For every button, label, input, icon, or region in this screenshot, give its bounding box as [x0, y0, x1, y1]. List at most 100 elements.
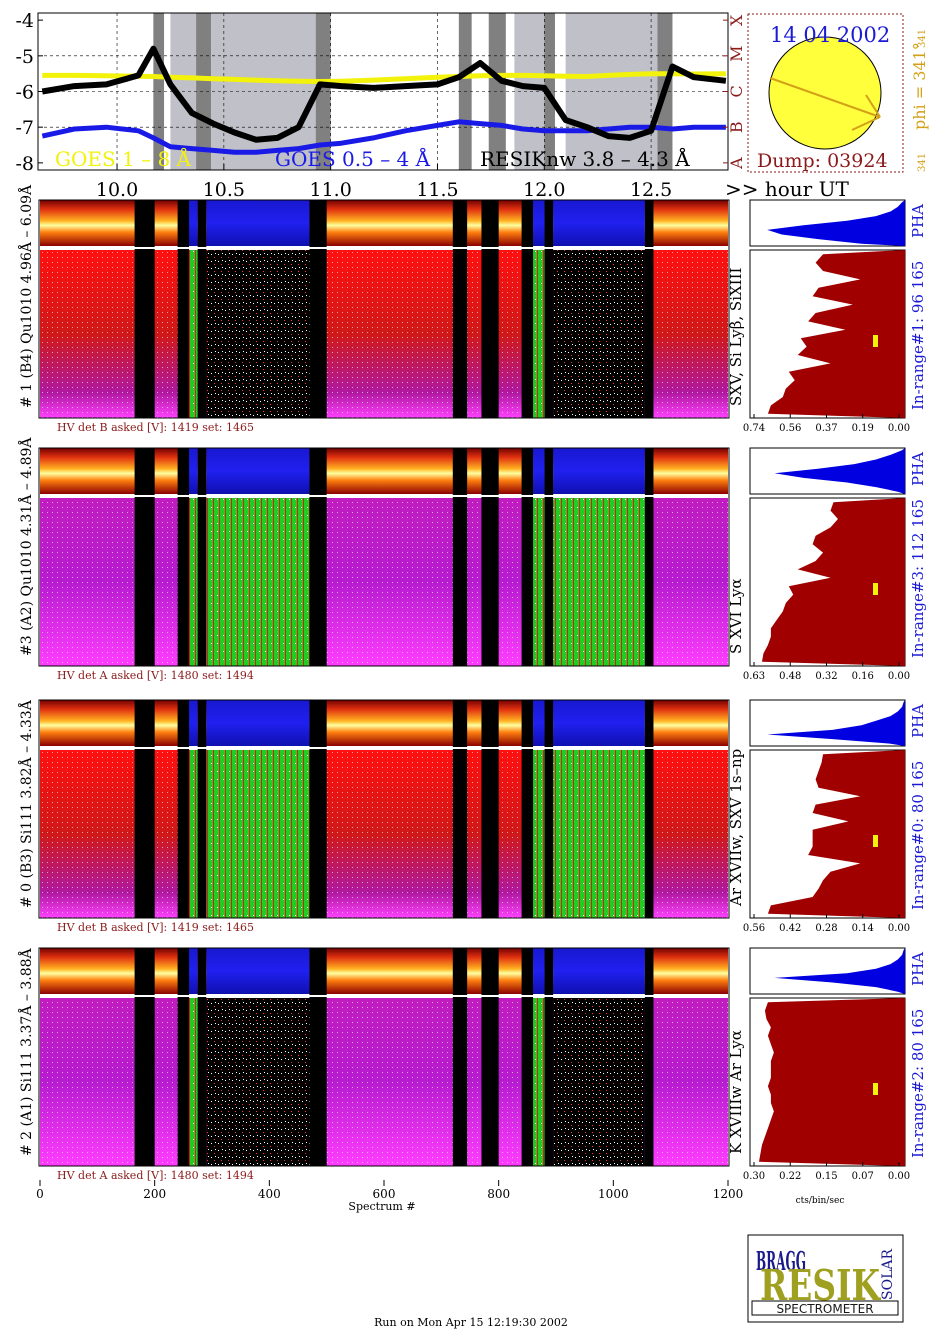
data-gap-band: [488, 13, 506, 170]
data-gap-band: [196, 13, 212, 170]
hist-tick-label: 0.56: [779, 423, 801, 434]
channel-frame: [38, 947, 730, 1167]
data-gap: [481, 948, 499, 1166]
dump: Dump: 03924: [757, 150, 888, 172]
logo-spectrometer: SPECTROMETER: [776, 1302, 873, 1316]
hist-tick-label: 0.19: [852, 423, 874, 434]
logo-bragg: BRAGG: [756, 1247, 806, 1277]
line-id-label: SXV, Si Lyβ, SiXIII: [727, 267, 745, 406]
data-gap: [452, 700, 468, 918]
pha-label: PHA: [909, 952, 927, 986]
data-gap-band: [315, 13, 331, 170]
hist-tick-label: 0.00: [888, 923, 910, 934]
pha-strip-blue: [206, 948, 310, 994]
goes-ytick-label: -7: [15, 117, 34, 139]
data-gap: [452, 200, 468, 418]
date: 14 04 2002: [770, 23, 890, 47]
channel-ylabel: # 1 (B4) Qu1010 4.96Å – 6.09Å: [17, 184, 35, 408]
channel-ch1: HV det B asked [V]: 1419 set: 1465 # 1 (B…: [17, 184, 927, 434]
inrange-label: In-range#2: 80 165: [909, 1009, 927, 1158]
hist-tick-label: 0.00: [888, 1171, 910, 1182]
hist-tick-label: 0.00: [888, 423, 910, 434]
spectrum-tick-label: 1200: [713, 1187, 744, 1201]
data-gap: [644, 448, 654, 666]
phi-small-bottom: 341: [917, 153, 928, 172]
spectrum-segment: [206, 750, 310, 918]
goes-ytick-label: -8: [15, 153, 34, 175]
count-histogram: [767, 250, 905, 418]
class-label: A: [727, 157, 746, 170]
spectrum-axis-label: Spectrum #: [348, 1200, 415, 1213]
goes-xtick-label: 10.0: [96, 179, 138, 201]
class-label: X: [727, 14, 746, 26]
data-gap: [177, 948, 190, 1166]
goes-xtick-label: 11.5: [416, 179, 458, 201]
inrange-label: In-range#0: 80 165: [909, 761, 927, 910]
spectrum-segment: [206, 498, 310, 666]
resik-logo: BRAGG RESIK SOLAR SPECTROMETER: [747, 1234, 904, 1323]
data-gap: [177, 200, 190, 418]
inrange-label: In-range#1: 96 165: [909, 261, 927, 410]
sun-disk: [768, 36, 882, 150]
pha-strip-blue: [206, 200, 310, 246]
spectrum-segment: [533, 998, 545, 1166]
hv-label: HV det A asked [V]: 1480 set: 1494: [57, 669, 254, 682]
data-gap: [452, 448, 468, 666]
count-histogram: [758, 998, 905, 1166]
goes-short-series: [41, 119, 726, 155]
data-gap: [309, 448, 327, 666]
data-gap: [134, 700, 155, 918]
spectrum-tick-label: 400: [258, 1187, 281, 1201]
channel-frame: [38, 447, 730, 667]
spectrum-segment: [533, 498, 545, 666]
spectrum-segment: [553, 998, 645, 1166]
data-gap: [197, 448, 207, 666]
pha-histogram: [767, 700, 905, 746]
legend-goes-long: GOES 1 – 8 Å: [55, 146, 192, 171]
spectrum-segment: [553, 750, 645, 918]
resik-series: [41, 45, 727, 143]
sun-panel: 14 04 2002 Dump: 03924 phi = 341° 341 34…: [747, 13, 929, 173]
hist-tick-label: 0.48: [779, 671, 801, 682]
data-gap: [544, 700, 554, 918]
data-gap: [452, 948, 468, 1166]
channel-ylabel: #3 (A2) Qu1010 4.31Å – 4.89Å: [17, 437, 35, 656]
phi-label: phi = 341°: [910, 42, 929, 130]
range-marker: [873, 1083, 878, 1095]
hist-unit-label: cts/bin/sec: [796, 1196, 845, 1206]
spectrum-tick-label: 800: [487, 1187, 510, 1201]
data-gap: [309, 200, 327, 418]
hist-tick-label: 0.63: [743, 671, 765, 682]
data-gap: [309, 700, 327, 918]
line-id-label: Ar XVIIw, SXV 1s–np: [727, 749, 745, 907]
pha-label: PHA: [909, 452, 927, 486]
hist-tick-label: 0.28: [815, 923, 837, 934]
goes-xtick-label: 11.0: [310, 179, 352, 201]
count-histogram: [761, 498, 905, 666]
channel-ch3: HV det A asked [V]: 1480 set: 1494 #3 (A2…: [17, 437, 927, 682]
channel-ch2: HV det A asked [V]: 1480 set: 1494 # 2 (A…: [17, 947, 927, 1182]
spectrum-tick-label: 0: [36, 1187, 44, 1201]
data-gap: [134, 948, 155, 1166]
range-marker: [873, 583, 878, 595]
legend-goes-short: GOES 0.5 – 4 Å: [275, 146, 431, 171]
pha-strip-blue: [533, 448, 545, 494]
hist-tick-label: 0.00: [888, 671, 910, 682]
data-gap: [544, 448, 554, 666]
pha-strip-blue: [553, 700, 645, 746]
data-gap: [309, 948, 327, 1166]
pha-strip-blue: [206, 448, 310, 494]
data-gap: [644, 700, 654, 918]
pha-strip-blue: [533, 948, 545, 994]
data-gap: [481, 700, 499, 918]
data-gap: [197, 948, 207, 1166]
data-gap: [544, 200, 554, 418]
hist-tick-label: 0.37: [815, 423, 837, 434]
legend-resik: RESIKnw 3.8 – 4.3 Å: [480, 146, 690, 171]
spectrum-tick-label: 600: [373, 1187, 396, 1201]
channel-ylabel: # 0 (B3) Si111 3.82Å – 4.33Å: [17, 699, 35, 908]
channel-frame: [38, 699, 730, 919]
hv-label: HV det A asked [V]: 1480 set: 1494: [57, 1169, 254, 1182]
hist-tick-label: 0.22: [779, 1171, 801, 1182]
data-gap: [521, 448, 534, 666]
